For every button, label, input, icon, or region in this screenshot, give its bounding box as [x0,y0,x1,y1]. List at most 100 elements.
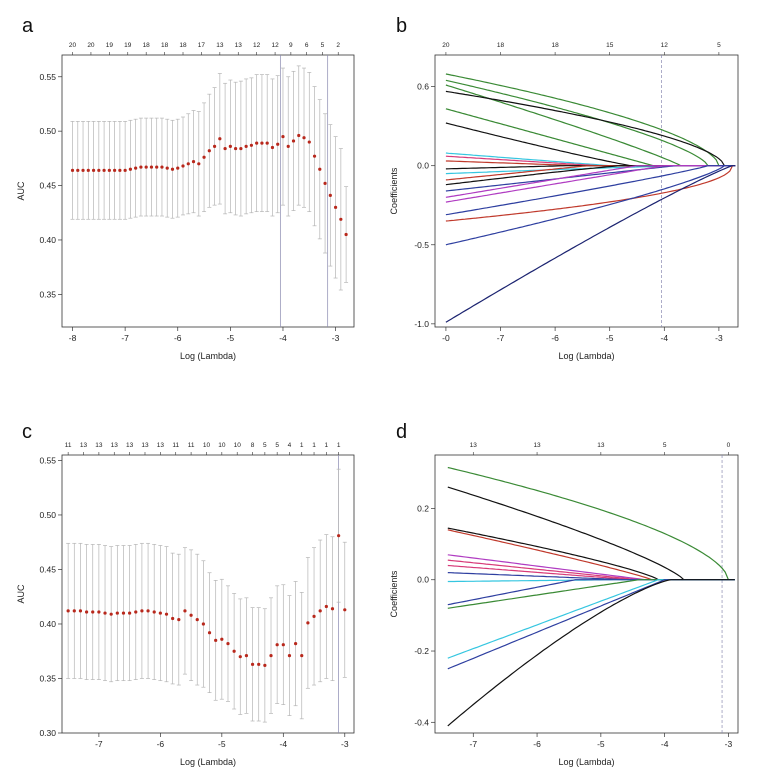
auc-point [123,168,127,172]
auc-point [323,181,327,185]
auc-point [86,168,90,172]
auc-point [170,167,175,171]
auc-point [160,165,164,169]
coefficient-path [445,165,736,246]
y-tick-label: 0.50 [39,510,56,520]
auc-point [270,145,275,150]
auc-point [70,168,75,172]
top-tick-label: 4 [288,442,292,449]
auc-point [228,144,232,148]
x-tick-label: -4 [661,333,669,343]
auc-point [139,165,143,169]
x-tick-label: -3 [725,739,733,749]
y-tick-label: 0.30 [39,728,56,738]
auc-point [97,610,101,614]
x-tick-label: -3 [715,333,723,343]
top-tick-label: 13 [111,442,119,449]
auc-point [195,618,199,622]
top-tick-label: 0 [727,442,731,449]
y-tick-label: 0.2 [417,503,429,513]
x-tick-label: -5 [606,333,614,343]
auc-point [107,168,111,172]
x-tick-label: -5 [227,333,235,343]
top-tick-label: 11 [172,442,179,449]
coefficient-path [447,579,735,606]
x-tick-label: -8 [69,333,77,343]
auc-point [177,618,181,622]
x-tick-label: -7 [121,333,129,343]
top-tick-label: 13 [470,442,478,449]
auc-point [76,168,80,172]
auc-point [328,193,332,197]
top-tick-label: 6 [305,42,309,49]
auc-point [102,168,106,172]
auc-point [134,166,138,170]
auc-point [218,137,222,141]
auc-point [140,609,144,613]
auc-point [81,168,85,172]
x-axis-label: Log (Lambda) [180,351,236,361]
auc-point [186,162,190,166]
x-tick-label: -7 [469,739,477,749]
y-tick-label: 0.35 [39,289,56,299]
auc-point [134,610,138,614]
top-tick-label: 1 [337,442,341,449]
auc-point [118,168,122,172]
y-tick-label: -1.0 [414,319,429,329]
top-tick-label: 11 [188,442,195,449]
y-axis-label: AUC [16,584,26,604]
auc-point [212,144,217,148]
auc-point [113,168,117,172]
x-tick-label: -6 [551,333,559,343]
top-tick-label: 13 [80,442,88,449]
auc-point [146,609,150,613]
auc-point [226,642,230,646]
auc-point [183,609,187,613]
top-tick-label: 18 [179,42,187,49]
top-tick-label: 20 [69,42,77,49]
y-tick-label: -0.4 [414,717,429,727]
auc-point [250,662,255,666]
top-tick-label: 17 [198,42,206,49]
auc-point [201,622,205,626]
auc-point [197,162,201,166]
y-axis-label: AUC [16,181,26,201]
y-axis-label: Coefficients [389,570,399,617]
auc-point [128,167,132,171]
auc-point [260,141,264,145]
y-tick-label: 0.35 [39,673,56,683]
auc-point [312,154,317,158]
x-axis-label: Log (Lambda) [558,757,614,767]
auc-point [239,146,243,151]
auc-point [91,610,95,614]
auc-point [155,165,159,169]
coefficient-path [445,73,736,167]
auc-point [291,139,296,143]
auc-point [97,168,101,172]
top-tick-label: 12 [253,42,261,49]
top-tick-label: 18 [551,42,559,49]
auc-point [269,653,273,658]
auc-point [312,614,316,618]
auc-point [164,612,169,616]
top-tick-label: 19 [106,42,114,49]
coefficient-path [445,165,736,323]
auc-point [223,146,227,151]
x-tick-label: -3 [341,739,349,749]
x-tick-label: -6 [533,739,541,749]
y-tick-label: 0.0 [417,161,429,171]
auc-point [249,143,254,147]
auc-point [286,144,290,148]
panel-b: b -0 -7 -6 -5 -4 -3 -1.0 -0.5 0.0 0.6 20 18 18 15 12 5 Lo… [389,15,739,361]
top-tick-label: 2 [336,42,340,49]
auc-point [275,643,279,647]
coefficient-path [445,165,736,222]
auc-point [244,144,248,148]
x-tick-label: -0 [442,333,450,343]
panel-label-c: c [22,421,32,443]
top-tick-label: 5 [321,42,325,49]
auc-point [91,168,96,172]
auc-point [72,609,76,613]
auc-point [337,534,341,538]
